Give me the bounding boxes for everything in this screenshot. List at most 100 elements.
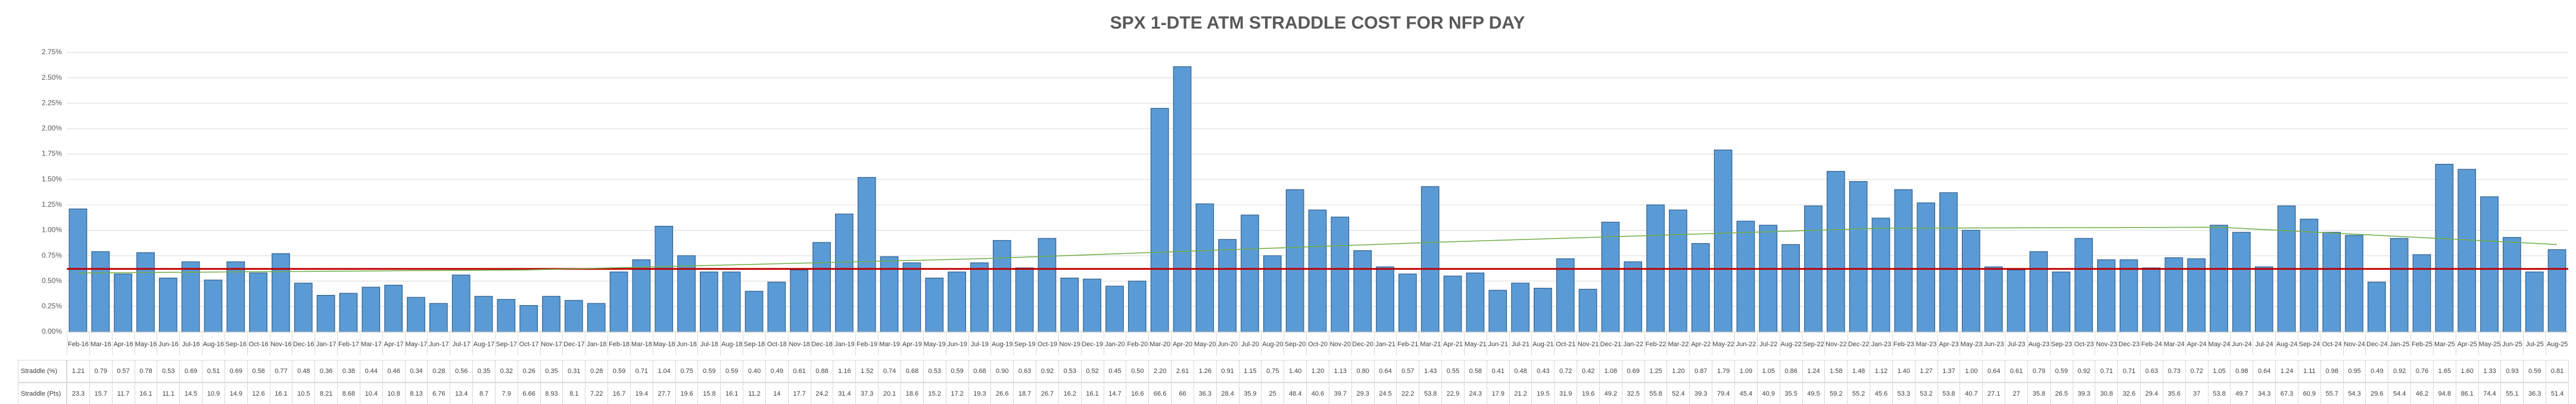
value-label: 1.16 xyxy=(833,360,856,383)
value-label: 0.32 xyxy=(494,360,518,383)
table-value: 45.6 xyxy=(1870,383,1892,404)
x-tick-label: Oct-18 xyxy=(765,334,788,355)
table-value: 51.4 xyxy=(2546,383,2568,404)
table-value: 14.5 xyxy=(179,383,203,404)
bar xyxy=(1398,274,1417,332)
x-tick-label: Sep-23 xyxy=(2049,334,2073,355)
value-label: 1.09 xyxy=(1734,360,1757,383)
value-label: 1.52 xyxy=(855,360,879,383)
value-label: 1.15 xyxy=(1238,360,1261,383)
bar xyxy=(2322,232,2341,332)
table-value: 8.68 xyxy=(337,383,360,404)
bar xyxy=(700,271,718,332)
x-tick-label: Feb-24 xyxy=(2140,334,2163,355)
table-value: 29.3 xyxy=(1351,383,1374,404)
bar xyxy=(1218,239,1237,332)
table-value: 40.9 xyxy=(1756,383,1780,404)
bar xyxy=(1376,266,1394,332)
table-value: 14.7 xyxy=(1103,383,1126,404)
value-label: 0.76 xyxy=(2410,360,2433,383)
x-tick-label: Mar-16 xyxy=(89,334,112,355)
x-tick-label: Jun-18 xyxy=(675,334,698,355)
table-value: 27 xyxy=(2005,383,2027,404)
x-tick-label: Aug-17 xyxy=(472,334,495,355)
value-label: 0.44 xyxy=(359,360,382,383)
bar xyxy=(2232,232,2251,332)
x-tick-label: Aug-19 xyxy=(990,334,1013,355)
y-tick-label: 2.75% xyxy=(42,48,62,56)
value-label: 0.72 xyxy=(2185,360,2208,383)
value-label: 1.08 xyxy=(1599,360,1622,383)
table-value: 22.2 xyxy=(1396,383,1419,404)
bar xyxy=(767,281,786,332)
x-tick-label: Nov-16 xyxy=(269,334,292,355)
table-value: 17.9 xyxy=(1486,383,1509,404)
x-tick-label: May-25 xyxy=(2478,334,2501,355)
x-tick-label: Mar-20 xyxy=(1148,334,1171,355)
value-label: 1.24 xyxy=(1802,360,1825,383)
value-label: 0.34 xyxy=(404,360,428,383)
value-label: 0.59 xyxy=(945,360,968,383)
x-tick-label: Jun-21 xyxy=(1486,334,1509,355)
x-tick-label: Oct-17 xyxy=(517,334,540,355)
value-label: 0.74 xyxy=(878,360,901,383)
x-tick-label: Sep-24 xyxy=(2297,334,2320,355)
x-tick-label: Aug-22 xyxy=(1779,334,1802,355)
x-tick-label: May-22 xyxy=(1712,334,1734,355)
x-tick-label: May-23 xyxy=(1960,334,1982,355)
x-tick-label: Jul-16 xyxy=(179,334,202,355)
x-tick-label: Jan-21 xyxy=(1373,334,1397,355)
y-tick-label: 0.50% xyxy=(42,276,62,285)
bar xyxy=(2457,169,2477,332)
x-tick-label: May-24 xyxy=(2207,334,2231,355)
x-tick-label: Feb-19 xyxy=(855,334,878,355)
table-value: 40.6 xyxy=(1306,383,1329,404)
table-value: 16.2 xyxy=(1058,383,1081,404)
x-tick-label: Jul-18 xyxy=(697,334,720,355)
table-value: 49.2 xyxy=(1599,383,1622,404)
bar xyxy=(1939,192,1958,332)
table-value: 8.93 xyxy=(540,383,563,404)
row-label: Straddle (%) xyxy=(18,360,67,383)
value-label: 0.72 xyxy=(1554,360,1577,383)
x-tick-label: Dec-19 xyxy=(1080,334,1104,355)
table-value: 17.2 xyxy=(945,383,968,404)
x-tick-label: Nov-17 xyxy=(540,334,563,355)
value-label: 1.40 xyxy=(1284,360,1307,383)
bar xyxy=(316,295,335,332)
table-value: 16.1 xyxy=(134,383,157,404)
x-tick-label: Dec-24 xyxy=(2365,334,2388,355)
x-tick-label: Mar-22 xyxy=(1667,334,1689,355)
x-tick-label: Feb-16 xyxy=(67,334,89,355)
value-label: 0.93 xyxy=(2500,360,2524,383)
value-label: 0.78 xyxy=(134,360,157,383)
value-label: 0.26 xyxy=(517,360,540,383)
x-tick-label: Aug-25 xyxy=(2546,334,2568,355)
y-tick-label: 0.00% xyxy=(42,327,62,335)
bar xyxy=(1015,267,1034,332)
value-label: 0.59 xyxy=(2049,360,2073,383)
value-label: 1.43 xyxy=(1419,360,1442,383)
table-value: 32.6 xyxy=(2117,383,2141,404)
x-tick-label: Jan-25 xyxy=(2388,334,2410,355)
x-tick-label: Dec-20 xyxy=(1351,334,1374,355)
table-value: 34.3 xyxy=(2253,383,2276,404)
x-tick-label: Apr-25 xyxy=(2455,334,2478,355)
table-value: 10.4 xyxy=(359,383,382,404)
y-tick-label: 2.25% xyxy=(42,98,62,107)
bar xyxy=(1578,288,1597,332)
bar xyxy=(2052,271,2071,332)
bar xyxy=(655,226,674,332)
value-label: 0.28 xyxy=(427,360,450,383)
bar xyxy=(835,213,854,332)
value-label: 0.64 xyxy=(1982,360,2005,383)
value-label: 0.77 xyxy=(269,360,292,383)
table-value: 35.9 xyxy=(1238,383,1261,404)
table-value: 46.2 xyxy=(2410,383,2433,404)
x-tick-label: May-19 xyxy=(923,334,946,355)
x-tick-label: May-20 xyxy=(1193,334,1216,355)
bar xyxy=(2164,257,2183,332)
bar xyxy=(2435,164,2454,332)
value-label: 0.79 xyxy=(2027,360,2050,383)
